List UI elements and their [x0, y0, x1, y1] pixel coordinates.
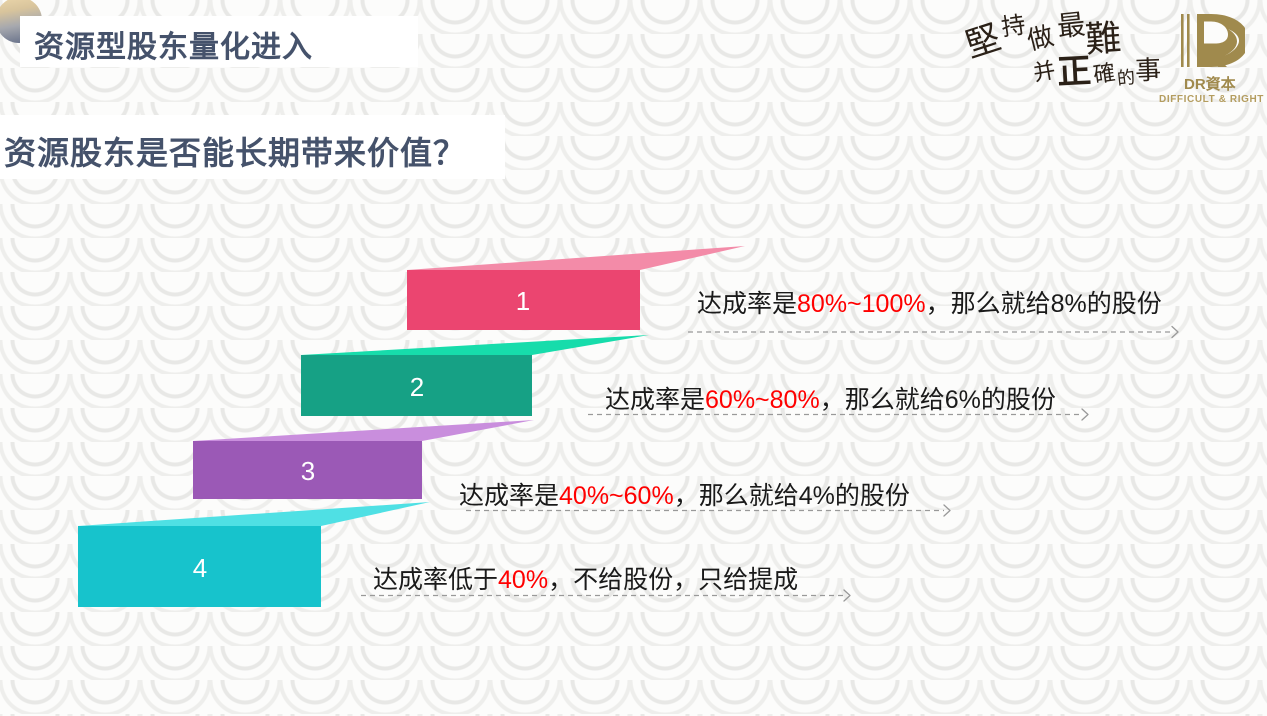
- svg-text:3: 3: [301, 456, 315, 486]
- svg-text:4: 4: [193, 553, 207, 583]
- svg-text:2: 2: [410, 372, 424, 402]
- svg-text:1: 1: [516, 286, 530, 316]
